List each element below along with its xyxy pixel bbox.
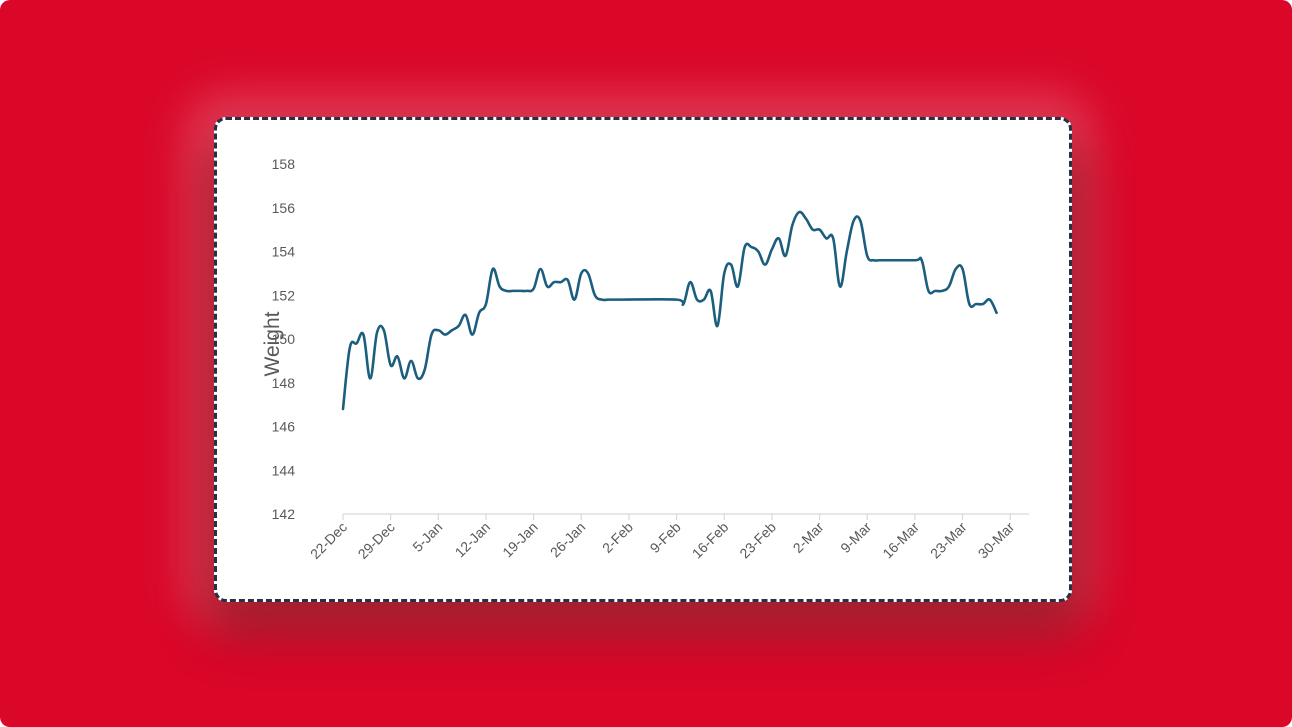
y-tick-label: 152 bbox=[272, 287, 296, 303]
y-tick-label: 158 bbox=[272, 156, 296, 172]
x-tick-label: 5-Jan bbox=[409, 519, 445, 555]
x-tick-label: 22-Dec bbox=[307, 519, 350, 562]
weight-line-chart: 142 144 146 148 150 152 154 156 158 22-Dec 29-Dec… bbox=[261, 156, 1029, 562]
y-tick-label: 150 bbox=[272, 331, 296, 347]
chart-card: 142 144 146 148 150 152 154 156 158 22-Dec 29-Dec… bbox=[214, 117, 1072, 602]
x-axis-ticks: 22-Dec 29-Dec 5-Jan 12-Jan 19-Jan 26-Jan 2-Feb… bbox=[307, 514, 1018, 562]
y-axis-ticks: 142 144 146 148 150 152 154 156 158 bbox=[272, 156, 296, 522]
x-tick-label: 9-Feb bbox=[647, 519, 684, 556]
x-tick-label: 12-Jan bbox=[452, 519, 494, 561]
x-tick-label: 2-Mar bbox=[790, 519, 827, 556]
y-tick-label: 156 bbox=[272, 200, 296, 216]
series-group bbox=[341, 210, 998, 411]
y-tick-label: 144 bbox=[272, 462, 296, 478]
x-tick-label: 19-Jan bbox=[499, 519, 541, 561]
x-tick-label: 23-Mar bbox=[927, 519, 970, 562]
x-tick-label: 16-Mar bbox=[879, 519, 922, 562]
y-axis-title: Weight bbox=[261, 311, 284, 376]
x-tick-label: 26-Jan bbox=[547, 519, 589, 561]
weight-series-line bbox=[341, 210, 998, 411]
x-tick-label: 29-Dec bbox=[355, 519, 398, 562]
x-tick-label: 9-Mar bbox=[837, 519, 874, 556]
x-tick-label: 2-Feb bbox=[599, 519, 636, 556]
y-tick-label: 146 bbox=[272, 419, 296, 435]
y-tick-label: 142 bbox=[272, 506, 296, 522]
x-tick-label: 23-Feb bbox=[736, 519, 779, 562]
y-tick-label: 148 bbox=[272, 375, 296, 391]
y-tick-label: 154 bbox=[272, 244, 296, 260]
x-tick-label: 16-Feb bbox=[689, 519, 732, 562]
x-tick-label: 30-Mar bbox=[975, 519, 1018, 562]
